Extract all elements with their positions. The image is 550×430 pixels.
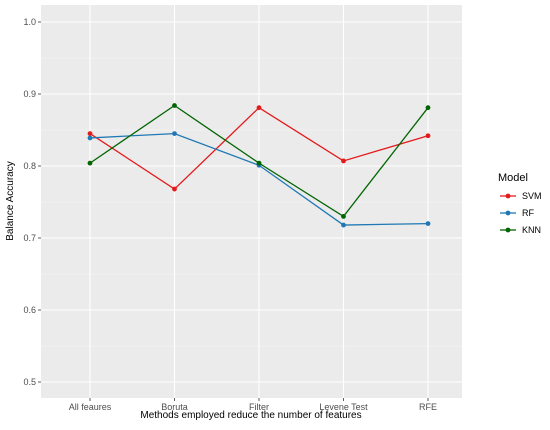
y-tick-label: 0.5 bbox=[23, 377, 36, 387]
y-axis-title: Balance Accuracy bbox=[5, 161, 16, 241]
data-point-knn bbox=[87, 160, 93, 166]
legend: Model SVM RF KNN bbox=[498, 172, 542, 235]
data-point-knn bbox=[172, 103, 177, 108]
data-point-rf bbox=[425, 221, 431, 227]
data-point-rf bbox=[341, 222, 346, 228]
x-tick-label: Levene Test bbox=[319, 402, 368, 412]
data-point-svm bbox=[341, 158, 346, 164]
data-point-rf bbox=[172, 131, 177, 137]
data-point-svm bbox=[425, 133, 431, 139]
x-tick-label: RFE bbox=[419, 402, 437, 412]
legend-key-point-rf bbox=[505, 210, 511, 216]
y-tick-label: 0.9 bbox=[23, 89, 36, 99]
x-axis-ticks: All feaures Boruta Filter Levene Test RFE bbox=[69, 398, 437, 412]
y-tick-label: 0.6 bbox=[23, 305, 36, 315]
x-tick-label: All feaures bbox=[69, 402, 112, 412]
y-tick-label: 0.7 bbox=[23, 233, 36, 243]
y-tick-label: 1.0 bbox=[23, 17, 36, 27]
legend-label-rf: RF bbox=[522, 208, 534, 218]
legend-key-point-svm bbox=[505, 193, 511, 199]
legend-items: SVM RF KNN bbox=[500, 191, 542, 235]
major-gridlines bbox=[41, 5, 462, 398]
y-tick-label: 0.8 bbox=[23, 161, 36, 171]
data-point-knn bbox=[256, 160, 262, 166]
data-point-rf bbox=[87, 135, 93, 141]
legend-label-knn: KNN bbox=[522, 225, 541, 235]
y-axis-ticks: 0.5 0.6 0.7 0.8 0.9 1.0 bbox=[23, 17, 41, 387]
series-layer bbox=[87, 103, 431, 228]
x-tick-label: Boruta bbox=[161, 402, 188, 412]
legend-title: Model bbox=[498, 172, 528, 184]
plot-panel bbox=[41, 5, 462, 398]
data-point-svm bbox=[87, 131, 93, 137]
data-point-svm bbox=[172, 186, 177, 192]
x-tick-label: Filter bbox=[249, 402, 269, 412]
legend-label-svm: SVM bbox=[522, 191, 542, 201]
legend-key-point-knn bbox=[505, 227, 511, 233]
data-point-knn bbox=[341, 214, 346, 219]
x-axis-title: Methods employed reduce the number of fe… bbox=[140, 410, 361, 421]
minor-gridlines bbox=[41, 57, 462, 347]
data-point-svm bbox=[256, 105, 262, 111]
data-point-knn bbox=[425, 105, 431, 111]
